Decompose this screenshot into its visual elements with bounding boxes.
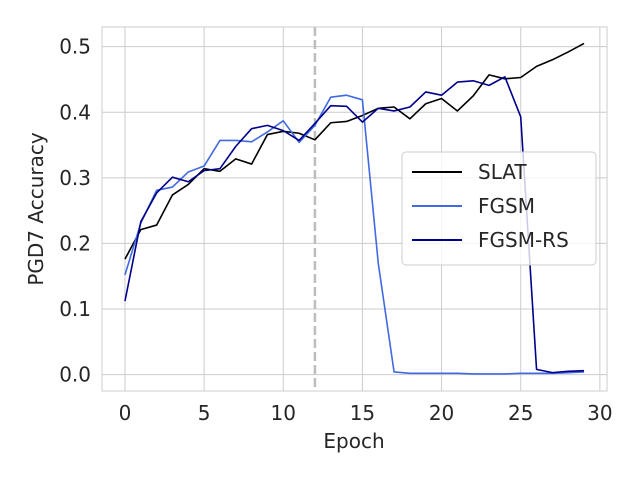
y-tick-label: 0.3 bbox=[59, 166, 91, 190]
x-tick-label: 0 bbox=[119, 401, 132, 425]
plot-frame bbox=[101, 26, 608, 392]
x-axis-label: Epoch bbox=[323, 429, 384, 453]
series-line-slat bbox=[124, 42, 585, 260]
x-tick-label: 10 bbox=[271, 401, 296, 425]
y-tick-label: 0.2 bbox=[59, 231, 91, 255]
y-tick-label: 0.0 bbox=[59, 363, 91, 387]
y-axis-label: PGD7 Accuracy bbox=[24, 132, 48, 286]
y-tick-label: 0.5 bbox=[59, 35, 91, 59]
legend-label-fgsm: FGSM bbox=[478, 194, 535, 218]
x-tick-label: 15 bbox=[350, 401, 375, 425]
y-tick-label: 0.1 bbox=[59, 297, 91, 321]
x-tick-label: 30 bbox=[587, 401, 612, 425]
legend-label-fgsm-rs: FGSM-RS bbox=[478, 228, 569, 252]
y-tick-label: 0.4 bbox=[59, 100, 91, 124]
legend: SLAT FGSM FGSM-RS bbox=[401, 151, 597, 266]
legend-box bbox=[401, 151, 597, 266]
x-tick-label: 5 bbox=[198, 401, 211, 425]
series-line-fgsm bbox=[124, 94, 585, 375]
y-tick-labels: 0.0 0.1 0.2 0.3 0.4 0.5 bbox=[59, 35, 91, 387]
series-line-fgsm-rs bbox=[124, 76, 585, 374]
x-tick-label: 25 bbox=[508, 401, 533, 425]
x-tick-label: 20 bbox=[429, 401, 454, 425]
series-layer bbox=[124, 42, 585, 375]
legend-label-slat: SLAT bbox=[478, 160, 527, 184]
x-tick-labels: 0 5 10 15 20 25 30 bbox=[119, 401, 613, 425]
